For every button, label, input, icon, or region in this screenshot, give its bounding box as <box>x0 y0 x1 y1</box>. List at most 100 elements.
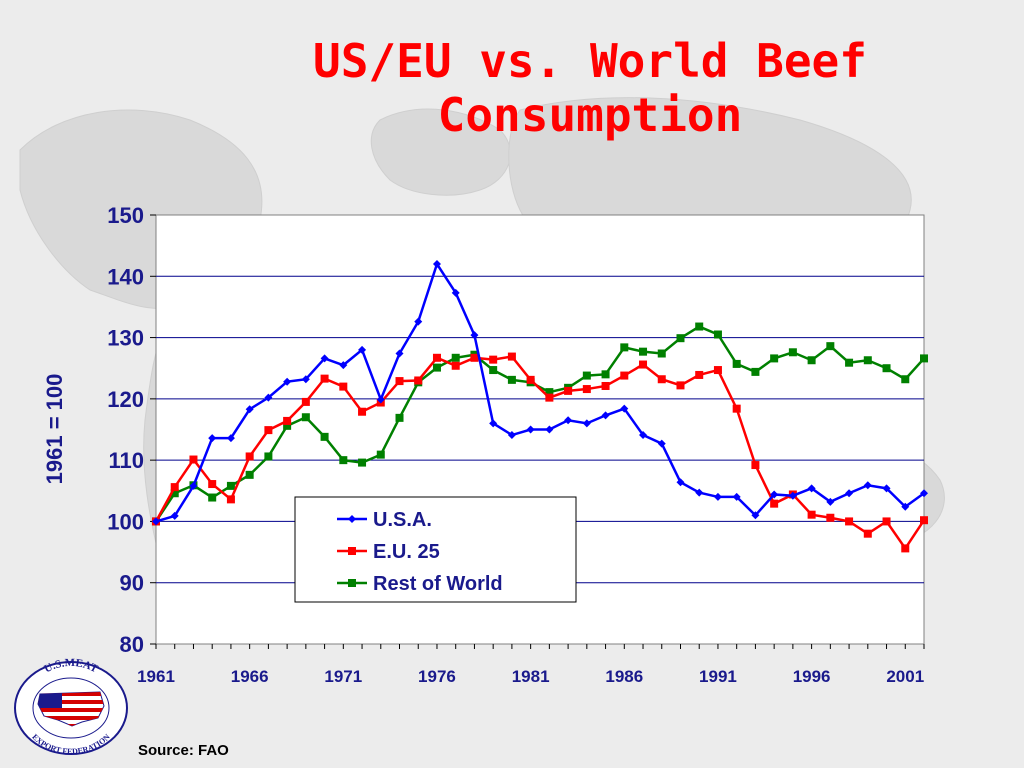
data-point <box>170 489 179 498</box>
title-line-1: US/EU vs. World Beef <box>313 34 867 88</box>
data-point <box>770 354 779 363</box>
data-point <box>863 356 872 365</box>
data-point <box>301 413 310 422</box>
data-point <box>788 348 797 357</box>
y-tick-label-100: 100 <box>107 509 144 534</box>
y-tick-label-90: 90 <box>120 571 144 596</box>
data-point <box>639 347 648 356</box>
data-point <box>320 374 329 383</box>
data-point <box>882 364 891 373</box>
data-point <box>901 375 910 384</box>
data-point <box>451 288 460 297</box>
data-point <box>376 450 385 459</box>
data-point <box>226 434 235 443</box>
data-point <box>601 411 610 420</box>
data-point <box>432 353 441 362</box>
y-tick-label-130: 130 <box>107 326 144 351</box>
data-point <box>732 404 741 413</box>
data-point <box>152 517 160 526</box>
data-point <box>376 395 385 404</box>
data-point <box>301 375 310 384</box>
legend-label: E.U. 25 <box>373 541 440 563</box>
data-point <box>807 484 816 493</box>
data-point <box>920 354 928 363</box>
y-tick-label-150: 150 <box>107 203 144 228</box>
data-point <box>414 317 423 326</box>
data-point <box>507 375 516 384</box>
series-line-0 <box>155 261 925 523</box>
data-point <box>470 331 479 340</box>
data-point <box>807 356 816 365</box>
data-point <box>564 386 573 395</box>
data-point <box>320 354 329 363</box>
legend-marker <box>348 579 356 587</box>
data-point <box>526 375 535 384</box>
data-point <box>751 367 760 376</box>
data-point <box>507 431 516 440</box>
data-point <box>676 381 685 390</box>
legend-item-1: E.U. 25 <box>337 541 440 563</box>
data-point <box>189 481 198 490</box>
data-point <box>920 489 928 498</box>
data-point <box>395 377 404 386</box>
x-tick-label-1961: 1961 <box>137 667 175 686</box>
data-point <box>788 491 797 500</box>
data-point <box>657 349 666 358</box>
data-point <box>395 349 404 358</box>
data-point <box>395 413 404 422</box>
data-point <box>545 393 554 402</box>
data-point <box>845 517 854 526</box>
legend-marker <box>348 515 356 523</box>
data-point <box>264 426 273 435</box>
data-point <box>582 371 591 380</box>
data-point <box>226 481 235 490</box>
series-0 <box>152 260 928 526</box>
data-point <box>676 334 685 343</box>
logo-top-text: U.S.MEAT <box>42 657 100 676</box>
data-point <box>320 432 329 441</box>
data-point <box>713 366 722 375</box>
data-point <box>283 377 292 386</box>
data-point <box>245 452 254 461</box>
data-point <box>826 497 835 506</box>
data-point <box>208 493 217 502</box>
legend-item-0: U.S.A. <box>337 509 432 531</box>
data-point <box>713 492 722 501</box>
data-point <box>564 416 573 425</box>
data-point <box>489 419 498 428</box>
data-point <box>301 397 310 406</box>
legend: U.S.A. E.U. 25 Rest of World <box>294 496 577 603</box>
data-point <box>807 510 816 519</box>
data-point <box>283 421 292 430</box>
x-tick-label-1966: 1966 <box>231 667 269 686</box>
y-axis-label: 1961 = 100 <box>42 374 67 485</box>
data-point <box>863 529 872 538</box>
data-point <box>208 480 217 489</box>
data-point <box>770 490 779 499</box>
data-point <box>901 544 910 553</box>
data-point <box>882 484 891 493</box>
data-point <box>695 370 704 379</box>
data-point <box>245 405 254 414</box>
data-point <box>695 322 704 331</box>
data-point <box>713 330 722 339</box>
data-point <box>751 511 760 520</box>
data-point <box>620 371 629 380</box>
data-point <box>601 370 610 379</box>
data-point <box>283 416 292 425</box>
data-point <box>545 425 554 434</box>
data-point <box>339 361 348 370</box>
data-point <box>170 511 179 520</box>
y-axis-ticks: 80 90 100 110 120 130 140 150 <box>107 203 156 657</box>
data-point <box>339 382 348 391</box>
data-point <box>432 363 441 372</box>
data-point <box>451 361 460 370</box>
legend-label: Rest of World <box>373 573 503 595</box>
data-point <box>751 461 760 470</box>
data-point <box>414 376 423 385</box>
data-point <box>657 439 666 448</box>
data-point <box>470 353 479 362</box>
data-point <box>732 492 741 501</box>
data-point <box>339 456 348 465</box>
